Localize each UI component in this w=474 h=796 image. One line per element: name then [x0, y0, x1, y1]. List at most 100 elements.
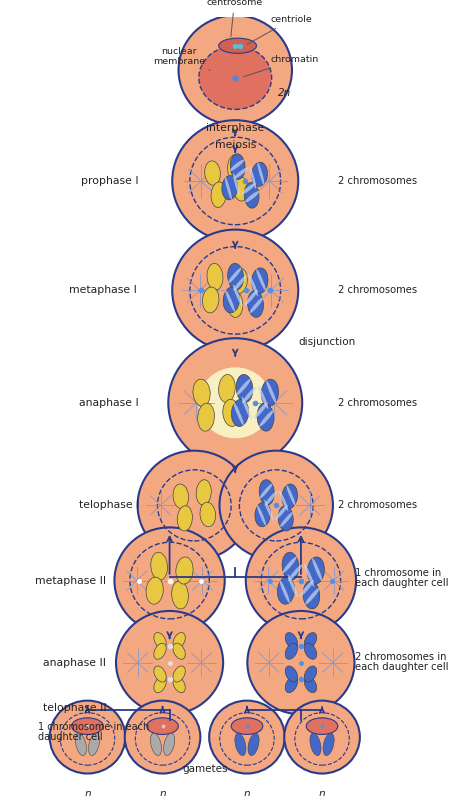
Ellipse shape	[228, 154, 243, 180]
Text: each daughter cell: each daughter cell	[355, 662, 448, 672]
Text: metaphase II: metaphase II	[35, 576, 106, 586]
Ellipse shape	[261, 379, 279, 406]
Ellipse shape	[234, 402, 244, 425]
Ellipse shape	[305, 588, 319, 604]
Ellipse shape	[304, 633, 317, 649]
Ellipse shape	[288, 575, 298, 598]
Ellipse shape	[266, 380, 276, 404]
Ellipse shape	[300, 580, 314, 597]
Ellipse shape	[225, 177, 232, 200]
Text: 2 chromosomes: 2 chromosomes	[338, 501, 418, 510]
Text: 2 chromosomes in: 2 chromosomes in	[355, 652, 447, 661]
Ellipse shape	[234, 167, 248, 179]
Ellipse shape	[235, 733, 246, 755]
Ellipse shape	[245, 191, 259, 202]
Ellipse shape	[255, 502, 271, 527]
Ellipse shape	[233, 173, 240, 196]
Ellipse shape	[227, 291, 243, 318]
Text: prophase I: prophase I	[82, 176, 139, 186]
Ellipse shape	[177, 505, 192, 531]
Ellipse shape	[173, 484, 189, 509]
Text: 1 chromosome in each: 1 chromosome in each	[38, 722, 149, 732]
Ellipse shape	[247, 611, 355, 714]
Text: 2 chromosomes: 2 chromosomes	[338, 176, 418, 186]
Ellipse shape	[179, 15, 292, 125]
Text: interphase: interphase	[206, 123, 264, 133]
Ellipse shape	[264, 491, 278, 505]
Ellipse shape	[154, 633, 166, 649]
Ellipse shape	[230, 154, 245, 179]
Ellipse shape	[154, 666, 166, 682]
Text: nuclear
membrane: nuclear membrane	[153, 47, 210, 70]
Ellipse shape	[323, 733, 334, 755]
Text: daughter cell: daughter cell	[38, 732, 103, 742]
Ellipse shape	[248, 274, 258, 296]
Ellipse shape	[176, 557, 193, 584]
Ellipse shape	[278, 505, 293, 531]
Ellipse shape	[230, 159, 244, 171]
Ellipse shape	[257, 404, 274, 431]
Ellipse shape	[200, 502, 216, 527]
Ellipse shape	[248, 733, 259, 755]
Text: telophase II: telophase II	[43, 703, 106, 713]
Ellipse shape	[303, 581, 320, 609]
Ellipse shape	[75, 733, 86, 755]
Ellipse shape	[137, 451, 251, 560]
Ellipse shape	[154, 643, 166, 659]
Ellipse shape	[241, 183, 255, 194]
Ellipse shape	[151, 552, 167, 580]
Ellipse shape	[283, 556, 297, 573]
Ellipse shape	[231, 268, 247, 294]
Ellipse shape	[202, 287, 219, 313]
Ellipse shape	[164, 733, 174, 755]
Ellipse shape	[219, 38, 256, 53]
Text: 1 chromosome in: 1 chromosome in	[355, 568, 441, 578]
Text: each daughter cell: each daughter cell	[355, 578, 448, 588]
Ellipse shape	[279, 490, 288, 511]
Text: n: n	[244, 789, 250, 796]
Ellipse shape	[252, 162, 267, 186]
Ellipse shape	[222, 176, 237, 200]
Ellipse shape	[306, 718, 338, 735]
Ellipse shape	[173, 643, 185, 659]
Ellipse shape	[250, 298, 263, 313]
Ellipse shape	[257, 162, 264, 185]
Ellipse shape	[304, 677, 317, 693]
Ellipse shape	[233, 284, 243, 306]
Text: n: n	[84, 789, 91, 796]
Ellipse shape	[304, 643, 317, 659]
Ellipse shape	[231, 718, 263, 735]
Text: meiosis: meiosis	[215, 139, 256, 150]
Ellipse shape	[211, 182, 226, 208]
Ellipse shape	[209, 700, 285, 774]
Text: centrosome: centrosome	[206, 0, 263, 37]
Ellipse shape	[312, 558, 322, 581]
Ellipse shape	[242, 396, 252, 420]
Ellipse shape	[285, 633, 298, 649]
Ellipse shape	[150, 733, 162, 755]
Ellipse shape	[228, 267, 242, 283]
Ellipse shape	[285, 677, 298, 693]
Text: anaphase II: anaphase II	[43, 657, 106, 668]
Ellipse shape	[285, 666, 298, 682]
Ellipse shape	[125, 700, 201, 774]
Text: n: n	[319, 789, 325, 796]
Ellipse shape	[258, 386, 268, 409]
Ellipse shape	[199, 46, 272, 109]
Ellipse shape	[259, 410, 273, 427]
Text: 2 chromosomes: 2 chromosomes	[338, 398, 418, 408]
Ellipse shape	[196, 480, 211, 505]
Ellipse shape	[237, 379, 251, 396]
Ellipse shape	[277, 577, 295, 604]
Ellipse shape	[288, 564, 302, 581]
Ellipse shape	[249, 166, 256, 189]
Ellipse shape	[282, 552, 299, 580]
Ellipse shape	[244, 182, 259, 209]
Ellipse shape	[233, 275, 247, 291]
Ellipse shape	[284, 700, 360, 774]
Ellipse shape	[207, 263, 223, 290]
Ellipse shape	[199, 367, 272, 439]
Ellipse shape	[173, 677, 185, 693]
Text: anaphase I: anaphase I	[79, 398, 139, 408]
Ellipse shape	[154, 677, 166, 693]
